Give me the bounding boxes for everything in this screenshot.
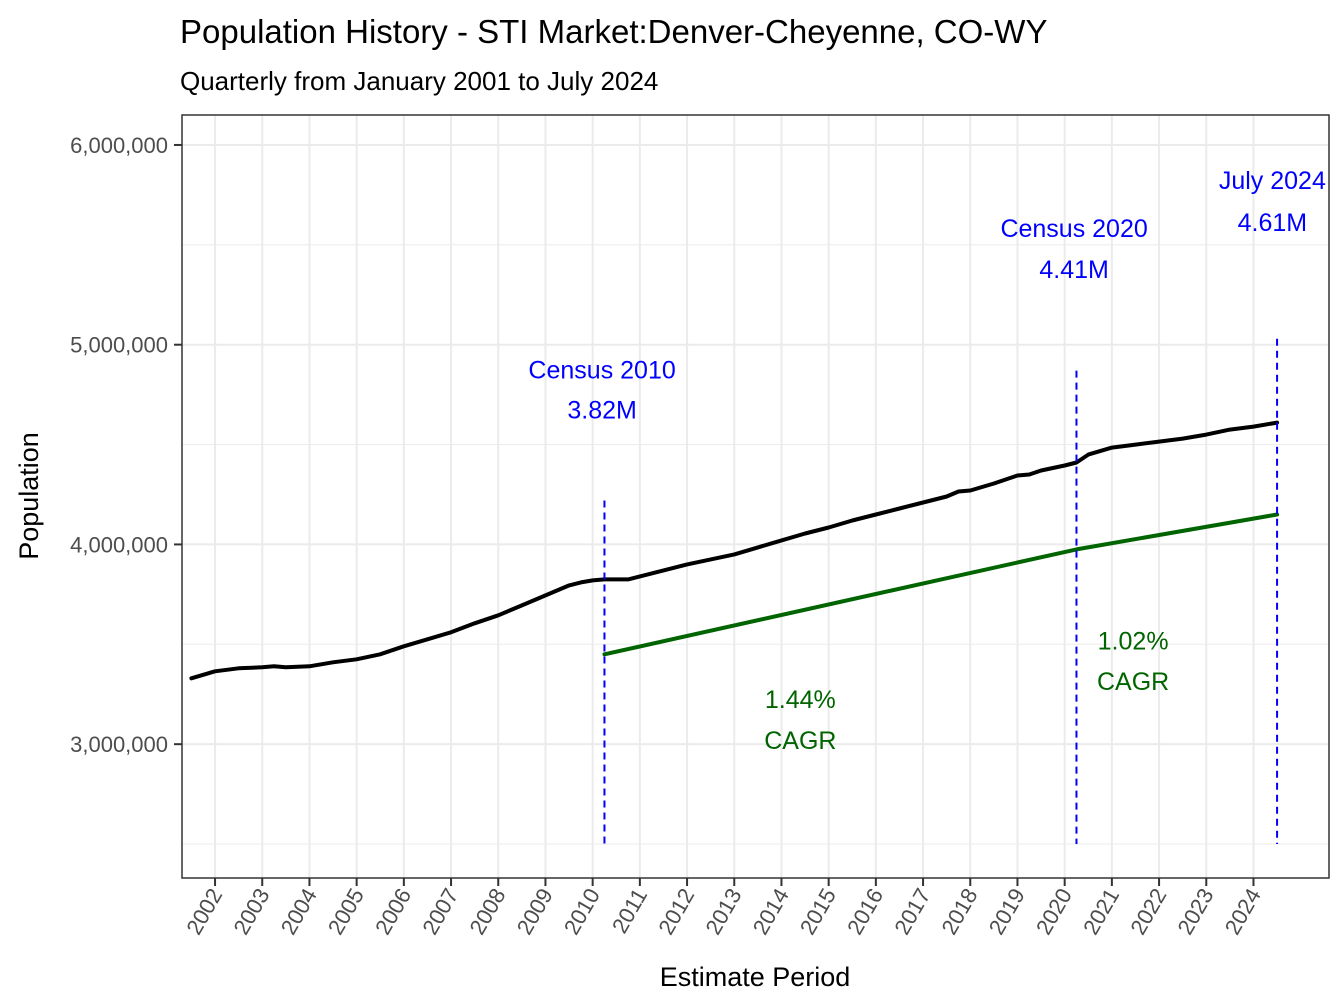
cagr-line [602,512,1280,657]
chart-title: Population History - STI Market:Denver-C… [180,13,1047,50]
x-axis-title: Estimate Period [660,962,851,992]
series-lines [189,420,1280,681]
annotation-value: CAGR [1097,668,1169,696]
x-tick-label: 2020 [1031,884,1077,939]
y-tick-label: 6,000,000 [70,133,168,158]
x-tick-label: 2023 [1172,884,1218,939]
annotation-value: 4.41M [1039,256,1108,284]
x-tick-label: 2013 [700,884,746,939]
x-tick-label: 2006 [370,884,416,939]
x-tick-label: 2016 [842,884,888,939]
annotation-value: CAGR [764,727,836,755]
x-tick-label: 2024 [1220,884,1266,939]
y-axis-title: Population [14,432,44,560]
x-tick-label: 2002 [181,884,227,939]
annotation-label: 1.02% [1098,627,1169,655]
chart-subtitle: Quarterly from January 2001 to July 2024 [180,66,658,96]
x-tick-label: 2004 [276,884,322,939]
x-axis: 2002 2003 2004 2005 2006 2007 2008 2009 2010 2011… [181,878,1266,939]
x-tick-label: 2019 [984,884,1030,939]
annotation-value: 4.61M [1238,209,1307,237]
x-tick-label: 2003 [228,884,274,939]
census-vlines [603,338,1279,844]
plot-border [181,114,1330,879]
x-tick-label: 2022 [1125,884,1171,939]
annotation-label: Census 2010 [528,357,675,385]
x-tick-label: 2011 [607,884,652,937]
x-tick-label: 2021 [1078,884,1124,939]
x-tick-label: 2014 [748,884,794,939]
grid-minor [182,244,1329,845]
x-tick-label: 2007 [417,884,463,939]
annotation-label: Census 2020 [1000,215,1147,243]
annotation-label: 1.44% [765,686,836,714]
x-tick-label: 2010 [559,884,605,939]
annotation-value: 3.82M [567,397,636,425]
x-tick-label: 2009 [512,884,558,939]
annotations: Census 2010 3.82M Census 2020 4.41M July 202… [528,167,1326,755]
y-axis: 3,000,000 4,000,000 5,000,000 6,000,000 [70,133,182,757]
x-tick-label: 2018 [936,884,982,939]
y-tick-label: 3,000,000 [70,732,168,757]
annotation-label: July 2024 [1219,167,1326,195]
x-tick-label: 2015 [795,884,841,939]
plot-panel [182,115,1329,878]
x-tick-label: 2012 [653,884,699,939]
x-tick-label: 2008 [464,884,510,939]
x-tick-label: 2005 [323,884,369,939]
y-tick-label: 5,000,000 [70,333,168,358]
x-tick-label: 2017 [889,884,935,939]
y-tick-label: 4,000,000 [70,532,168,557]
grid-major [182,115,1329,878]
population-line [189,420,1280,681]
